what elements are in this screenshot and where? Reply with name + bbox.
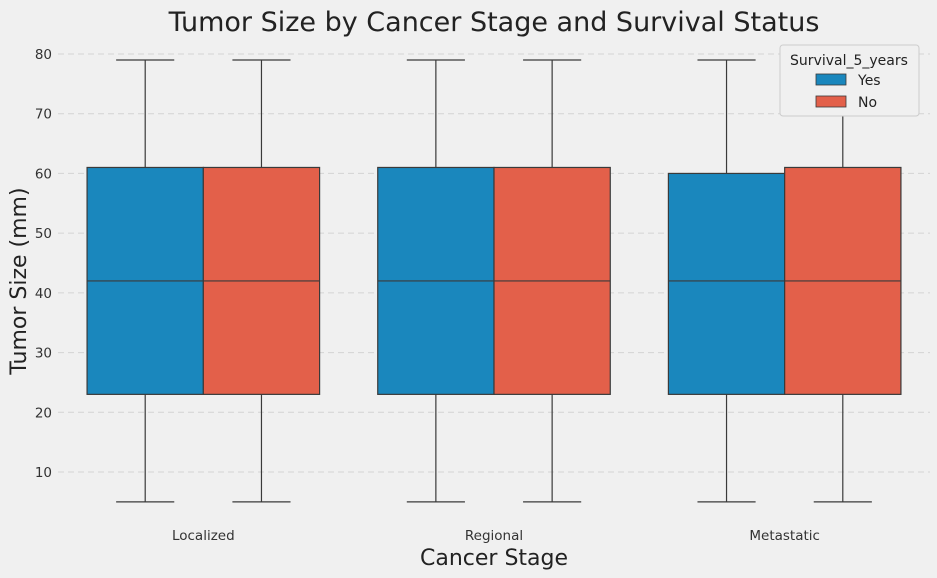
y-tick-label-40: 40: [35, 286, 52, 302]
y-tick-label-20: 20: [35, 405, 52, 421]
chart-title: Tumor Size by Cancer Stage and Survival …: [168, 7, 820, 38]
box-iqr-metastatic-yes: [667, 172, 786, 395]
y-tick-label-30: 30: [35, 346, 52, 362]
x-tick-label-regional: Regional: [465, 528, 523, 544]
y-tick-label-60: 60: [35, 166, 52, 182]
x-tick-label-localized: Localized: [172, 528, 235, 544]
y-tick-label-80: 80: [35, 47, 52, 63]
box-regional-yes: [377, 59, 495, 503]
y-axis-ticks: 10 20 30 40 50 60 70 80: [35, 47, 52, 481]
box-localized-no: [202, 59, 321, 503]
box-metastatic-yes: [667, 59, 786, 503]
y-tick-label-50: 50: [35, 226, 52, 242]
legend-swatch-no: [815, 95, 847, 108]
legend-title: Survival_5_years: [790, 53, 908, 69]
x-tick-label-metastatic: Metastatic: [749, 528, 820, 544]
legend-label-yes: Yes: [857, 73, 881, 89]
legend-swatch-yes: [815, 73, 847, 86]
legend: Survival_5_years Yes No: [779, 44, 920, 117]
box-regional-no: [493, 59, 611, 503]
y-axis-label: Tumor Size (mm): [7, 187, 32, 375]
box-plot-area: [86, 59, 902, 503]
y-tick-label-10: 10: [35, 465, 52, 481]
y-tick-label-70: 70: [35, 107, 52, 123]
x-axis-ticks: Localized Regional Metastatic: [172, 528, 820, 544]
box-metastatic-no: [784, 59, 902, 503]
legend-box: [779, 44, 920, 117]
x-axis-label: Cancer Stage: [420, 546, 568, 571]
legend-label-no: No: [858, 95, 877, 111]
box-localized-yes: [86, 59, 204, 503]
